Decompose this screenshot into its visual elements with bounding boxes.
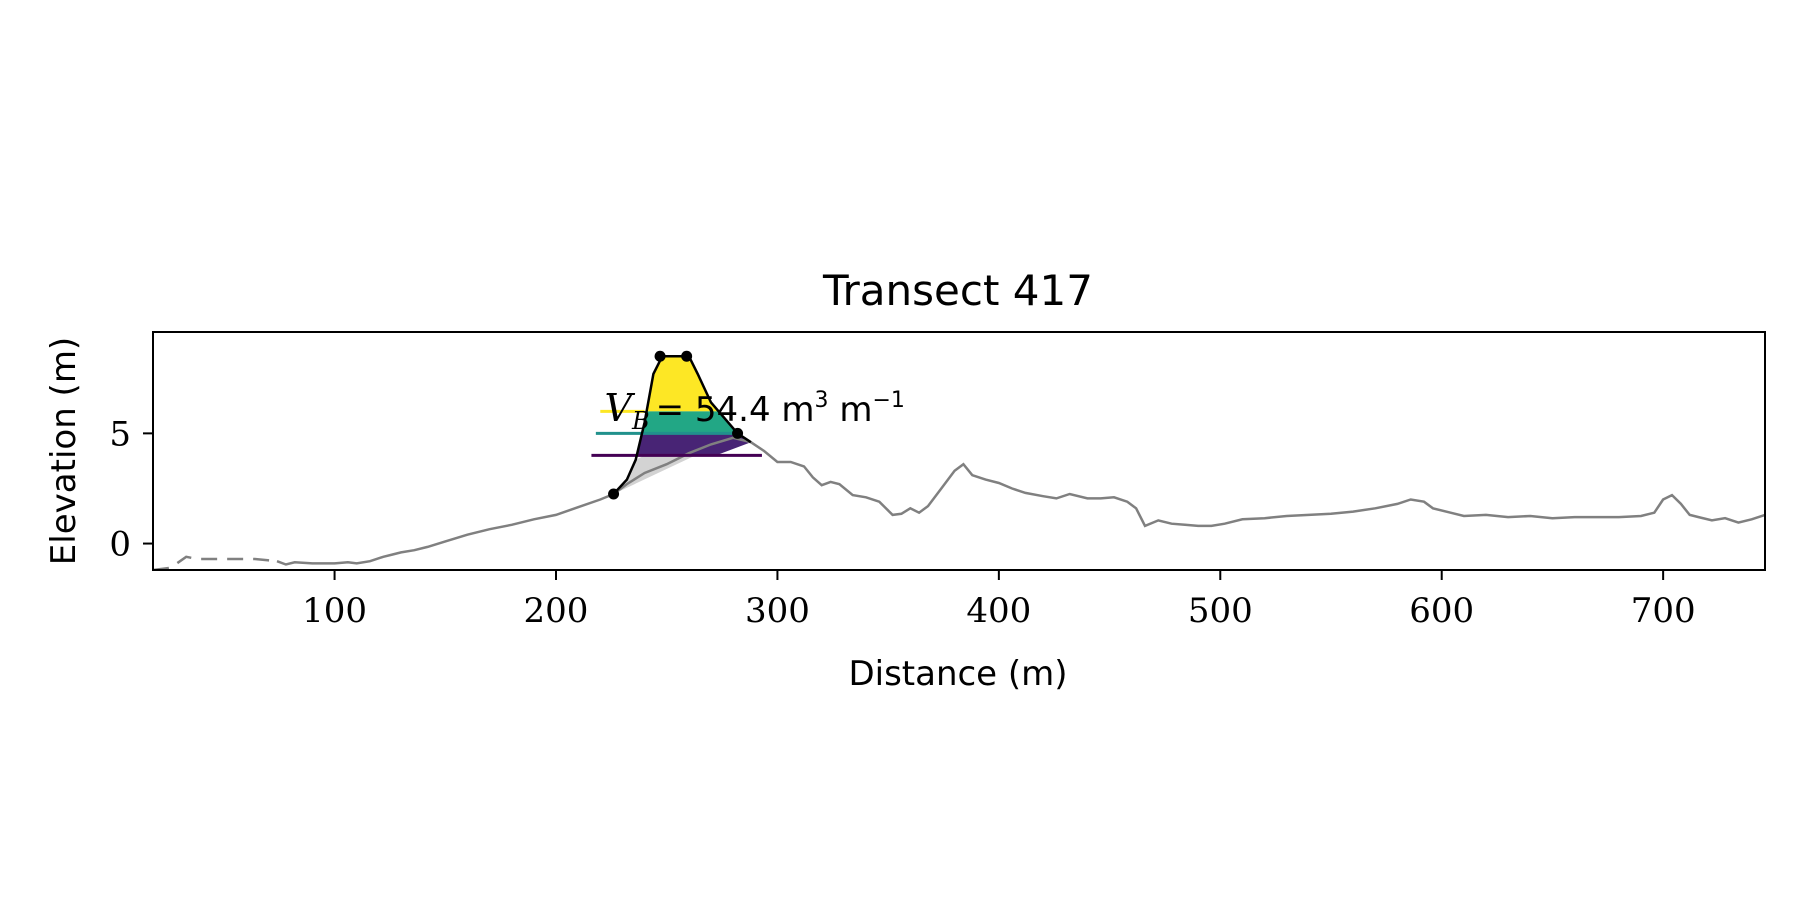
x-tick-label: 600 (1409, 591, 1474, 631)
x-axis: 100 200 300 400 500 600 700 (302, 570, 1696, 631)
volume-band-0 (646, 356, 719, 412)
y-tick-label: 5 (109, 414, 131, 454)
profile-missing-line (153, 555, 278, 570)
dune-outline (612, 354, 752, 495)
chart-title: Transect 417 (822, 266, 1093, 315)
x-tick-label: 300 (745, 591, 810, 631)
volume-band-1 (641, 411, 738, 434)
x-tick-label: 200 (524, 591, 589, 631)
profile-line (276, 436, 1765, 566)
y-axis-label: Elevation (m) (44, 337, 84, 565)
key-point-3 (732, 427, 744, 439)
y-axis: 05 (109, 414, 153, 565)
x-tick-label: 400 (966, 591, 1031, 631)
x-tick-label: 100 (302, 591, 367, 631)
plot-area: VB = 54.4 m3 m−1 (153, 350, 1765, 570)
key-point-1 (654, 350, 666, 362)
y-tick-label: 0 (109, 525, 131, 565)
key-point-0 (608, 488, 620, 500)
base-fill (613, 455, 696, 494)
volume-band-2 (636, 433, 751, 456)
x-tick-label: 700 (1631, 591, 1696, 631)
x-tick-label: 500 (1188, 591, 1253, 631)
volume-annotation: VB = 54.4 m3 m−1 (605, 386, 905, 435)
plot-frame (152, 331, 1766, 571)
key-point-2 (681, 350, 693, 362)
x-axis-label: Distance (m) (848, 654, 1067, 694)
